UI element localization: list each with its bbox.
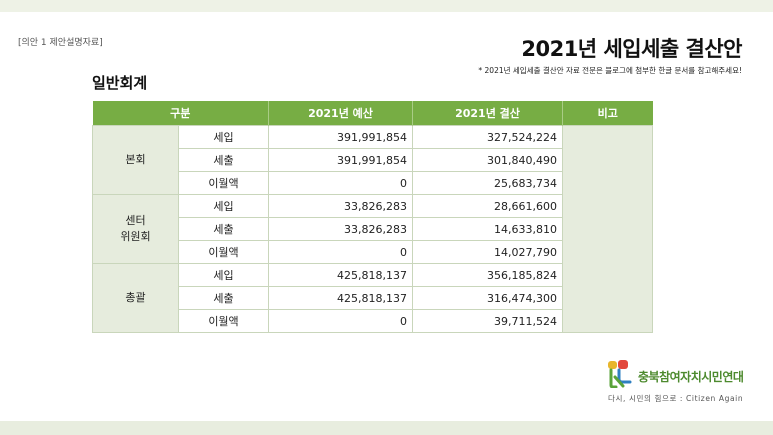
settlement-cell: 327,524,224 [412, 125, 563, 149]
budget-cell: 0 [268, 240, 413, 264]
table-row: 세출 425,818,137 316,474,300 [93, 286, 653, 310]
table-row: 세출 33,826,283 14,633,810 [93, 217, 653, 241]
reference-note: * 2021년 세입세출 결산안 자료 전문은 블로그에 첨부한 한글 문서를 … [478, 66, 742, 75]
header-budget: 2021년 예산 [268, 101, 413, 126]
citizen-logo-icon [608, 360, 632, 388]
memo-cell [562, 125, 653, 333]
budget-cell: 425,818,137 [268, 263, 413, 287]
org-name: 충북참여자치시민연대 [638, 370, 744, 384]
row-type: 세입 [178, 125, 269, 149]
row-type: 이월액 [178, 309, 269, 333]
row-type: 세출 [178, 217, 269, 241]
table-row: 총괄 세입 425,818,137 356,185,824 [92, 263, 653, 333]
budget-cell: 33,826,283 [268, 217, 413, 241]
header-settlement: 2021년 결산 [412, 101, 563, 126]
row-type: 세출 [178, 148, 269, 172]
budget-cell: 425,818,137 [268, 286, 413, 310]
budget-cell: 0 [268, 309, 413, 333]
header-memo: 비고 [562, 101, 653, 126]
table-row: 이월액 0 14,027,790 [93, 240, 653, 264]
group-label-line: 센터 [125, 214, 146, 227]
group-label-main: 본회 [92, 125, 179, 195]
section-title: 일반회계 [92, 74, 148, 92]
row-type: 세입 [178, 194, 269, 218]
group-label-total: 총괄 [92, 263, 179, 333]
table-row: 센터 위원회 세입 33,826,283 28,661,600 [92, 194, 653, 264]
budget-cell: 391,991,854 [268, 125, 413, 149]
settlement-table: 구분 2021년 예산 2021년 결산 비고 본회 세입 391,991,85… [92, 101, 653, 333]
budget-cell: 391,991,854 [268, 148, 413, 172]
row-type: 세입 [178, 263, 269, 287]
budget-cell: 0 [268, 171, 413, 195]
settlement-cell: 316,474,300 [412, 286, 563, 310]
table-row: 본회 세입 391,991,854 327,524,224 [92, 125, 653, 333]
settlement-cell: 14,633,810 [412, 217, 563, 241]
header-category: 구분 [92, 101, 269, 126]
table-row: 세출 391,991,854 301,840,490 [93, 148, 653, 172]
row-type: 세출 [178, 286, 269, 310]
settlement-cell: 301,840,490 [412, 148, 563, 172]
page-title: 2021년 세입세출 결산안 [521, 37, 742, 61]
settlement-cell: 39,711,524 [412, 309, 563, 333]
group-label-center: 센터 위원회 [92, 194, 179, 264]
settlement-cell: 14,027,790 [412, 240, 563, 264]
table-row: 이월액 0 39,711,524 [93, 309, 653, 333]
row-type: 이월액 [178, 240, 269, 264]
table-row: 이월액 0 25,683,734 [93, 171, 653, 195]
settlement-cell: 356,185,824 [412, 263, 563, 287]
bottom-band [0, 421, 773, 435]
top-band [0, 0, 773, 12]
org-slogan: 다시, 시민의 힘으로 : Citizen Again [608, 394, 744, 403]
settlement-cell: 28,661,600 [412, 194, 563, 218]
row-type: 이월액 [178, 171, 269, 195]
table-header-row: 구분 2021년 예산 2021년 결산 비고 [92, 101, 653, 126]
group-label-line: 위원회 [120, 230, 151, 243]
document-tag: [의안 1 제안설명자료] [18, 38, 103, 48]
settlement-cell: 25,683,734 [412, 171, 563, 195]
budget-cell: 33,826,283 [268, 194, 413, 218]
